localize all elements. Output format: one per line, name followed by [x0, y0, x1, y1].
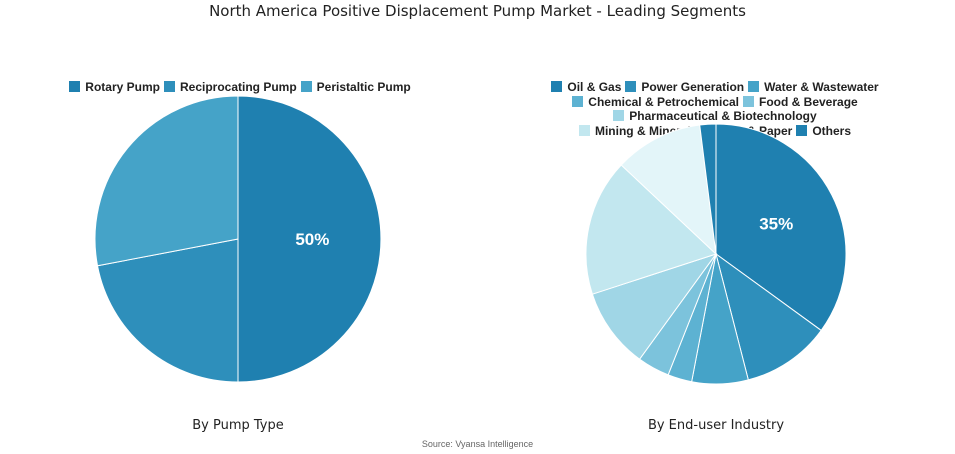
source-note: Source: Vyansa Intelligence	[421, 439, 534, 449]
legend-item: Oil & Gas	[551, 80, 621, 95]
legend-item: Chemical & Petrochemical	[572, 95, 739, 110]
legend-swatch	[625, 81, 637, 92]
legend-label: Peristaltic Pump	[316, 80, 411, 94]
legend-swatch	[578, 124, 590, 136]
legend-item: Peristaltic Pump	[300, 80, 411, 95]
legend-label: Others	[812, 123, 852, 138]
subtitle-pump-type: By Pump Type	[192, 418, 284, 433]
legend-item: Reciprocating Pump	[163, 80, 297, 95]
pie-slice	[237, 95, 382, 383]
legend-label: Reciprocating Pump	[179, 80, 297, 94]
legend-swatch	[748, 81, 760, 92]
legend-swatch	[572, 95, 584, 107]
pie-slice	[620, 124, 717, 256]
legend-item: Others	[796, 124, 851, 139]
pie-slice	[585, 164, 717, 295]
legend-pump-type: Rotary Pump Reciprocating Pump Peristaltic…	[40, 80, 440, 95]
legend-swatch	[613, 110, 625, 121]
data-label: 35%	[759, 214, 793, 233]
legend-label: Oil & Gas	[567, 80, 622, 94]
legend-label: Pharmaceutical & Biotechnology	[629, 109, 817, 123]
legend-item: Pharmaceutical & Biotechnology	[613, 109, 817, 124]
legend-swatch	[551, 81, 563, 92]
legend-item: Food & Beverage	[743, 95, 858, 110]
pie-slice	[96, 238, 239, 383]
chart-title: North America Positive Displacement Pump…	[209, 2, 746, 20]
legend-label: Chemical & Petrochemical	[588, 94, 740, 109]
pie-slice	[591, 253, 718, 360]
legend-swatch	[300, 81, 312, 92]
legend-item: Power Generation	[625, 80, 744, 95]
legend-end-user-industry: Oil & Gas Power Generation Water & Wastewa…	[470, 80, 955, 138]
pie-slice	[715, 123, 847, 332]
legend-item: Water & Wastewater	[748, 80, 879, 95]
legend-swatch	[163, 81, 175, 92]
legend-label: Power Generation	[641, 80, 745, 94]
subtitle-end-user-industry: By End-user Industry	[647, 418, 785, 433]
legend-label: Food & Beverage	[759, 94, 858, 109]
legend-label: Water & Wastewater	[764, 80, 879, 94]
legend-swatch	[796, 124, 808, 136]
legend-swatch	[69, 81, 81, 92]
legend-label: Rotary Pump	[85, 80, 160, 94]
pie-slice	[94, 95, 239, 267]
legend-swatch	[743, 95, 755, 107]
legend-item: Rotary Pump	[69, 80, 160, 95]
data-label: 50%	[295, 230, 329, 249]
pie-slice	[699, 123, 717, 255]
pie-slice	[715, 252, 822, 381]
